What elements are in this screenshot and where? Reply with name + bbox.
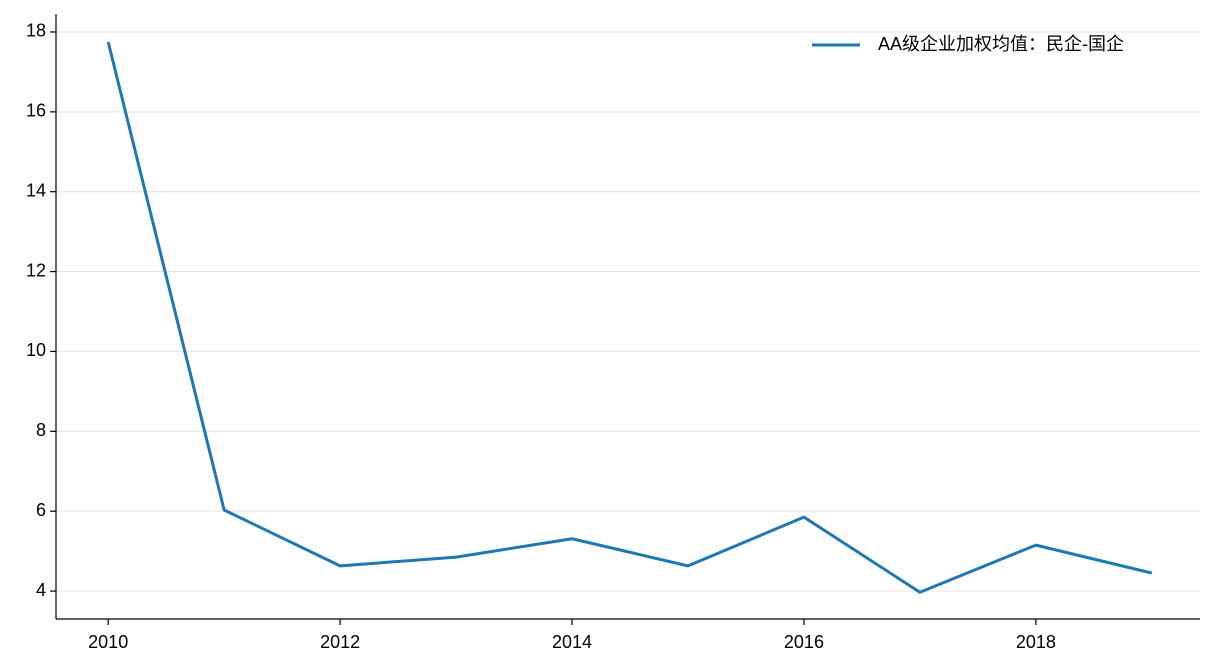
legend-label: AA级企业加权均值：民企-国企	[878, 34, 1124, 54]
y-tick-label: 4	[36, 580, 46, 600]
x-tick-label: 2018	[1016, 632, 1056, 652]
x-tick-label: 2014	[552, 632, 592, 652]
x-tick-label: 2016	[784, 632, 824, 652]
y-tick-label: 10	[26, 340, 46, 360]
data-line	[106, 41, 1153, 594]
y-tick-label: 18	[26, 21, 46, 41]
x-tick-label: 2010	[88, 632, 128, 652]
y-tick-label: 14	[26, 180, 46, 200]
y-tick-label: 6	[36, 500, 46, 520]
x-tick-label: 2012	[320, 632, 360, 652]
y-tick-label: 8	[36, 420, 46, 440]
y-tick-label: 16	[26, 101, 46, 121]
y-tick-label: 12	[26, 260, 46, 280]
